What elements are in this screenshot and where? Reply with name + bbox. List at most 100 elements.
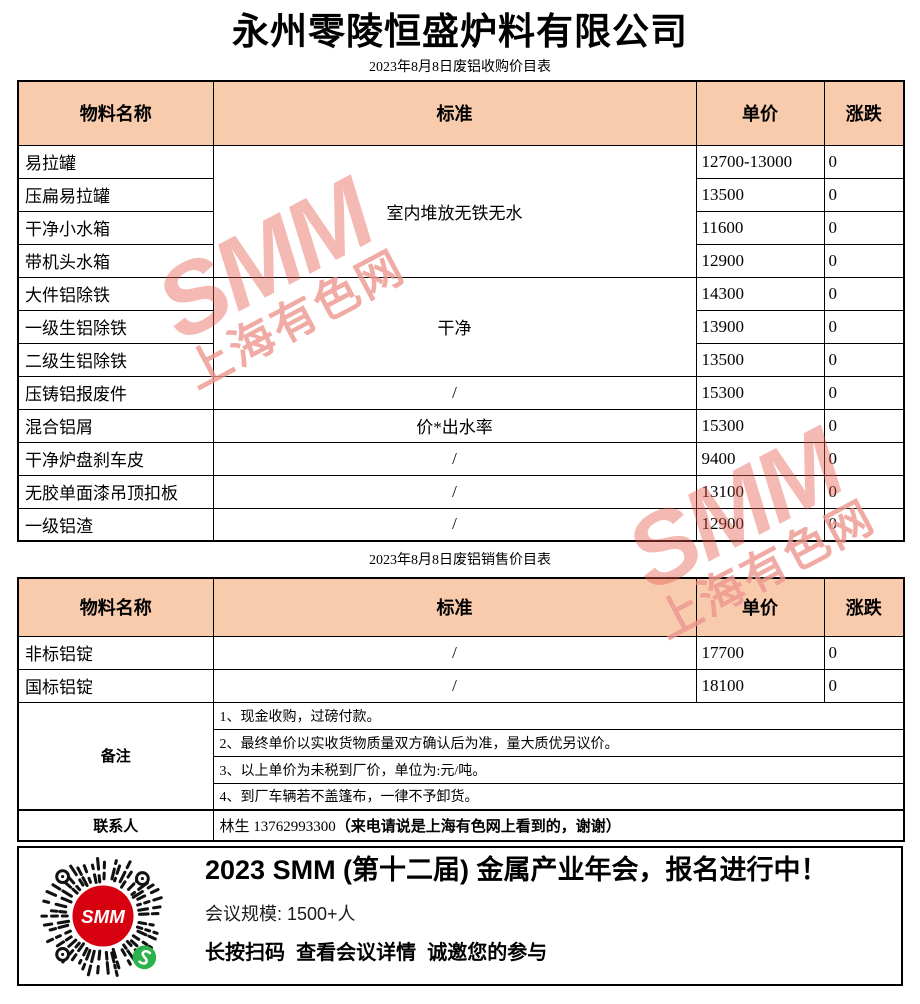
qr-eye-icons — [55, 869, 150, 962]
table-row: 干净炉盘刹车皮 / 9400 0 — [17, 441, 905, 476]
standard-cell: / — [212, 668, 697, 703]
material-cell: 一级生铝除铁 — [17, 309, 214, 344]
price-cell: 15300 — [695, 408, 825, 443]
standard-cell: / — [212, 635, 697, 670]
price-cell: 13900 — [695, 309, 825, 344]
banner-title: 2023 SMM (第十二届) 金属产业年会，报名进行中！ — [205, 855, 828, 885]
remark-item: 4、到厂车辆若不盖篷布，一律不予卸货。 — [212, 782, 905, 811]
col-header-material: 物料名称 — [17, 80, 214, 146]
price-cell: 17700 — [695, 635, 825, 670]
price-cell: 9400 — [695, 441, 825, 476]
standard-cell: / — [212, 441, 697, 476]
standard-cell-merged: 干净 — [212, 276, 697, 377]
remarks-label: 备注 — [17, 701, 214, 811]
header-row: 物料名称 标准 单价 涨跌 — [17, 80, 905, 146]
material-cell: 带机头水箱 — [17, 243, 214, 278]
price-cell: 12900 — [695, 507, 825, 542]
page-title: 永州零陵恒盛炉料有限公司 — [232, 12, 688, 53]
material-cell: 大件铝除铁 — [17, 276, 214, 311]
material-cell: 压扁易拉罐 — [17, 177, 214, 212]
price-cell: 15300 — [695, 375, 825, 410]
standard-cell: 价*出水率 — [212, 408, 697, 443]
change-cell: 0 — [823, 507, 905, 542]
price-cell: 14300 — [695, 276, 825, 311]
table-row: 二级生铝除铁 13500 0 — [17, 342, 905, 377]
sales-table-subtitle: 2023年8月8日废铝销售价目表 — [369, 553, 551, 568]
table-row: 带机头水箱 12900 0 — [17, 243, 905, 278]
sales-price-table: 物料名称 标准 单价 涨跌 非标铝锭 / 17700 0 国标铝锭 / 1810… — [17, 577, 905, 842]
material-cell: 干净炉盘刹车皮 — [17, 441, 214, 476]
purchase-table-subtitle: 2023年8月8日废铝收购价目表 — [369, 60, 551, 75]
col-header-change: 涨跌 — [823, 577, 905, 637]
standard-cell: / — [212, 474, 697, 509]
price-cell: 13500 — [695, 342, 825, 377]
price-cell: 18100 — [695, 668, 825, 703]
contact-info: 林生 13762993300（来电请说是上海有色网上看到的，谢谢） — [212, 809, 905, 842]
remark-item: 2、最终单价以实收货物质量双方确认后为准，量大质优另议价。 — [212, 728, 905, 757]
material-cell: 干净小水箱 — [17, 210, 214, 245]
header-row: 物料名称 标准 单价 涨跌 — [17, 577, 905, 637]
material-cell: 非标铝锭 — [17, 635, 214, 670]
change-cell: 0 — [823, 309, 905, 344]
contact-note: （来电请说是上海有色网上看到的，谢谢） — [335, 819, 621, 835]
table-row: 无胶单面漆吊顶扣板 / 13100 0 — [17, 474, 905, 509]
banner-scale-text: 会议规模: 1500+人 — [205, 904, 356, 924]
contact-name-phone: 林生 13762993300 — [219, 819, 336, 835]
material-cell: 无胶单面漆吊顶扣板 — [17, 474, 214, 509]
table-row: 国标铝锭 / 18100 0 — [17, 668, 905, 703]
material-cell: 二级生铝除铁 — [17, 342, 214, 377]
banner-cta-text: 长按扫码 查看会议详情 诚邀您的参与 — [205, 942, 548, 964]
change-cell: 0 — [823, 668, 905, 703]
standard-cell: / — [212, 507, 697, 542]
remark-item: 3、以上单价为未税到厂价，单位为:元/吨。 — [212, 755, 905, 784]
table-row: 压铸铝报废件 / 15300 0 — [17, 375, 905, 410]
qr-code: SMM — [40, 857, 163, 977]
mini-program-icon — [132, 945, 157, 970]
material-cell: 一级铝渣 — [17, 507, 214, 542]
change-cell: 0 — [823, 177, 905, 212]
material-cell: 国标铝锭 — [17, 668, 214, 703]
qr-logo-text: SMM — [81, 906, 125, 927]
col-header-material: 物料名称 — [17, 577, 214, 637]
col-header-price: 单价 — [695, 80, 825, 146]
price-cell: 12900 — [695, 243, 825, 278]
smm-logo-badge: SMM — [72, 885, 134, 947]
standard-cell-merged: 室内堆放无铁无水 — [212, 144, 697, 278]
table-row: 一级生铝除铁 13900 0 — [17, 309, 905, 344]
change-cell: 0 — [823, 474, 905, 509]
contact-row: 联系人 林生 13762993300（来电请说是上海有色网上看到的，谢谢） — [17, 809, 905, 842]
col-header-standard: 标准 — [212, 80, 697, 146]
change-cell: 0 — [823, 375, 905, 410]
table-row: 大件铝除铁 干净 14300 0 — [17, 276, 905, 377]
change-cell: 0 — [823, 342, 905, 377]
material-cell: 易拉罐 — [17, 144, 214, 179]
table-row: 非标铝锭 / 17700 0 — [17, 635, 905, 670]
col-header-standard: 标准 — [212, 577, 697, 637]
price-cell: 13100 — [695, 474, 825, 509]
remark-row: 备注 1、现金收购，过磅付款。 — [17, 701, 905, 811]
col-header-change: 涨跌 — [823, 80, 905, 146]
change-cell: 0 — [823, 276, 905, 311]
qr-ray-field — [40, 857, 163, 977]
change-cell: 0 — [823, 441, 905, 476]
col-header-price: 单价 — [695, 577, 825, 637]
material-cell: 混合铝屑 — [17, 408, 214, 443]
remark-row: 3、以上单价为未税到厂价，单位为:元/吨。 — [18, 755, 905, 784]
purchase-price-table: 物料名称 标准 单价 涨跌 易拉罐 室内堆放无铁无水 12700-13000 0… — [17, 80, 905, 542]
price-cell: 13500 — [695, 177, 825, 212]
remark-item: 1、现金收购，过磅付款。 — [212, 701, 905, 730]
contact-label: 联系人 — [17, 809, 214, 842]
material-cell: 压铸铝报废件 — [17, 375, 214, 410]
price-cell: 12700-13000 — [695, 144, 825, 179]
table-row: 压扁易拉罐 13500 0 — [17, 177, 905, 212]
table-row: 易拉罐 室内堆放无铁无水 12700-13000 0 — [17, 144, 905, 278]
change-cell: 0 — [823, 408, 905, 443]
table-row: 一级铝渣 / 12900 0 — [17, 507, 905, 542]
change-cell: 0 — [823, 210, 905, 245]
change-cell: 0 — [823, 243, 905, 278]
change-cell: 0 — [823, 144, 905, 179]
price-cell: 11600 — [695, 210, 825, 245]
standard-cell: / — [212, 375, 697, 410]
event-banner: SMM 2023 SMM (第十二届) 金属产业年会，报名进行中！ 会议规模: … — [17, 846, 903, 986]
